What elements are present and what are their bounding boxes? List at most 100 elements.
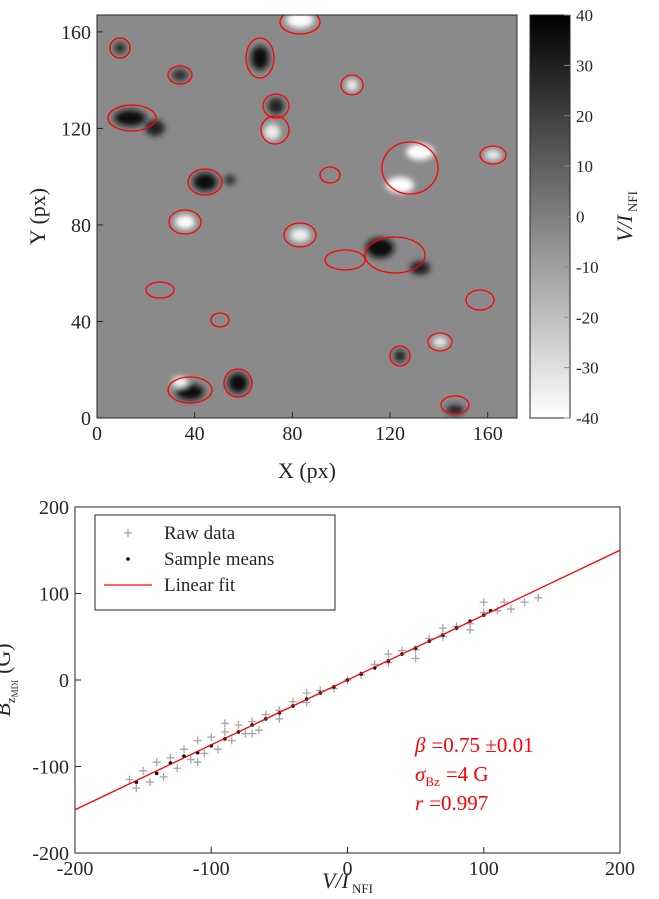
text-part: β — [414, 733, 426, 757]
text-part: V/I — [612, 213, 637, 242]
mean-point — [154, 771, 159, 776]
image-features — [114, 15, 501, 415]
text-part: B — [0, 703, 15, 716]
raw-point — [152, 758, 161, 767]
legend-label: Sample means — [164, 549, 274, 570]
raw-point — [200, 749, 209, 758]
x-axis-label: V/I NFI — [322, 868, 373, 896]
colorbar-label: V/INFI — [612, 191, 640, 242]
colorbar-tick-label: 30 — [576, 56, 593, 75]
text-part: NFI — [352, 881, 373, 896]
raw-point — [302, 688, 311, 697]
raw-point — [507, 605, 515, 614]
colorbar-tick-label: 20 — [576, 107, 593, 126]
x-tick-label: 80 — [282, 423, 302, 445]
text-part: r — [415, 791, 424, 815]
legend-box — [94, 514, 336, 611]
y-tick-label: 100 — [39, 584, 69, 606]
raw-point — [227, 736, 236, 745]
text-part: =0.997 — [429, 791, 488, 815]
x-tick-label: -100 — [193, 858, 230, 880]
raw-point — [234, 720, 243, 729]
raw-point — [520, 598, 529, 607]
raw-point — [438, 624, 447, 633]
y-tick-label: -100 — [32, 757, 69, 779]
x-tick-label: 0 — [92, 423, 102, 445]
raw-point — [125, 775, 134, 784]
colorbar-tick-label: -30 — [576, 359, 599, 378]
raw-point — [173, 764, 182, 773]
raw-point — [166, 753, 175, 762]
y-tick-label: 0 — [59, 670, 69, 692]
x-axis-label: X (px) — [278, 458, 336, 483]
raw-point — [139, 766, 148, 775]
text-part: Bz — [425, 774, 440, 789]
contours — [107, 15, 507, 415]
legend-marker — [126, 557, 130, 561]
y-axis-label: Y (px) — [25, 188, 50, 245]
text-part: NFI — [625, 191, 640, 212]
y-tick-label: 40 — [71, 311, 91, 333]
colorbar-tick-label: 0 — [576, 208, 585, 227]
annotation: σBz =4 G — [415, 762, 489, 789]
raw-point — [411, 654, 420, 663]
raw-point — [248, 729, 257, 738]
y-tick-label: 80 — [71, 215, 91, 237]
x-tick-label: 160 — [473, 423, 503, 445]
raw-point — [207, 733, 216, 742]
raw-point — [534, 593, 543, 602]
text-part: (G) — [0, 643, 15, 674]
raw-point — [193, 736, 202, 745]
annotation: β =0.75 ±0.01 — [414, 733, 534, 757]
raw-point — [186, 755, 195, 764]
raw-point — [159, 772, 168, 781]
plot-area — [74, 549, 621, 811]
text-part: σ — [415, 762, 427, 786]
y-tick-label: 0 — [81, 408, 91, 430]
y-axis-label: BzMDI (G) — [0, 643, 20, 716]
x-tick-label: 40 — [185, 423, 205, 445]
raw-point — [466, 625, 475, 634]
raw-point — [220, 719, 229, 728]
colorbar-tick-label: -20 — [576, 308, 599, 327]
raw-point — [275, 714, 284, 723]
text-part: =0.75 ±0.01 — [431, 733, 533, 757]
raw-point — [241, 729, 250, 738]
colorbar-tick-label: -10 — [576, 258, 599, 277]
axes-box — [96, 14, 518, 419]
image-background — [97, 15, 517, 418]
colorbar-tick-label: 10 — [576, 157, 593, 176]
x-tick-label: 100 — [469, 858, 499, 880]
raw-point — [180, 745, 188, 754]
annotation: r =0.997 — [415, 791, 488, 815]
colorbar-tick-label: 40 — [576, 6, 593, 25]
y-tick-label: 200 — [39, 497, 69, 519]
x-tick-label: 0 — [343, 858, 353, 880]
raw-point — [193, 758, 202, 767]
raw-point — [214, 745, 223, 754]
colorbar-tick-label: -40 — [576, 409, 599, 428]
x-tick-label: -200 — [57, 858, 94, 880]
x-tick-label: 200 — [605, 858, 635, 880]
text-part: z — [3, 697, 18, 703]
colorbar — [529, 14, 571, 419]
raw-point — [479, 598, 488, 607]
raw-point — [254, 726, 263, 735]
x-tick-label: 120 — [375, 423, 405, 445]
text-part: =4 G — [446, 762, 489, 786]
legend-label: Raw data — [164, 523, 236, 544]
raw-point — [220, 727, 229, 736]
magnetogram — [97, 15, 517, 418]
raw-point — [384, 650, 393, 659]
legend-label: Linear fit — [164, 575, 236, 596]
y-tick-label: 160 — [61, 22, 91, 44]
raw-point — [145, 778, 154, 787]
fit-line — [74, 549, 621, 811]
y-tick-label: 120 — [61, 118, 91, 140]
legend-marker — [124, 529, 132, 537]
y-tick-label: -200 — [32, 843, 69, 865]
text-part: MDI — [10, 680, 20, 698]
text-part: V/I — [322, 868, 351, 893]
